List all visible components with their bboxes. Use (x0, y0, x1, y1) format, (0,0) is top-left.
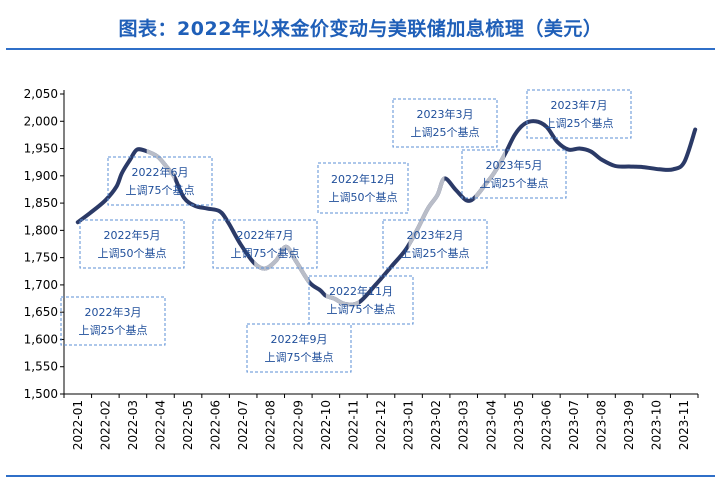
x-tick-label: 2023-05 (512, 400, 526, 450)
annotation-action: 上调25个基点 (401, 247, 470, 260)
annotation-box (461, 149, 567, 199)
y-tick-label: 1,500 (24, 387, 58, 401)
x-tick-label: 2023-09 (622, 400, 636, 450)
annotation-box (212, 219, 318, 269)
x-tick-label: 2022-08 (264, 400, 278, 450)
y-tick-label: 1,850 (24, 196, 58, 210)
annotation-box (107, 156, 213, 206)
annotation-date: 2023年2月 (407, 228, 464, 242)
x-tick-label: 2022-07 (236, 400, 250, 450)
x-tick-label: 2023-01 (402, 400, 416, 450)
annotation-date: 2022年3月 (85, 305, 142, 319)
y-tick-label: 1,700 (24, 278, 58, 292)
x-tick-label: 2022-11 (346, 400, 360, 450)
annotation-action: 上调75个基点 (327, 303, 396, 316)
annotation-box (526, 89, 632, 139)
y-tick-label: 1,800 (24, 223, 58, 237)
x-tick-label: 2023-06 (539, 400, 553, 450)
annotation-date: 2023年7月 (551, 98, 608, 112)
y-tick-label: 1,650 (24, 305, 58, 319)
title-divider (6, 48, 715, 50)
page-title: 图表：2022年以来金价变动与美联储加息梳理（美元） (118, 18, 603, 40)
annotation-date: 2022年5月 (104, 228, 161, 242)
annotation-date: 2023年3月 (417, 107, 474, 121)
annotation-box (382, 219, 488, 269)
y-tick-label: 1,550 (24, 360, 58, 374)
x-tick-label: 2023-11 (677, 400, 691, 450)
y-tick-label: 1,900 (24, 169, 58, 183)
annotation-box (246, 323, 352, 373)
price-line-layer (75, 119, 698, 307)
annotation-date: 2022年7月 (237, 228, 294, 242)
x-tick-label: 2022-09 (291, 400, 305, 450)
annotation-action: 上调75个基点 (265, 351, 334, 364)
annotation-box (308, 275, 414, 325)
x-tick-label: 2022-06 (209, 400, 223, 450)
x-tick-label: 2022-10 (319, 400, 333, 450)
annotation-box (317, 162, 409, 214)
annotation-date: 2022年12月 (331, 172, 395, 186)
y-tick-label: 1,600 (24, 332, 58, 346)
x-tick-label: 2023-02 (429, 400, 443, 450)
annotation-action: 上调25个基点 (411, 126, 480, 139)
annotation-action: 上调75个基点 (231, 247, 300, 260)
x-tick-label: 2022-05 (181, 400, 195, 450)
annotation-action: 上调50个基点 (98, 247, 167, 260)
chart-axes: 1,500 1,550 1,600 1,650 1,700 1,750 1,800 1,850… (24, 87, 699, 450)
x-tick-label: 2023-07 (567, 400, 581, 450)
rate-hike-segment (146, 149, 175, 182)
y-tick-label: 1,950 (24, 142, 58, 156)
x-tick-label: 2022-03 (126, 400, 140, 450)
x-tick-label: 2022-02 (98, 400, 112, 450)
x-tick-label: 2023-10 (650, 400, 664, 450)
annotation-date: 2023年5月 (486, 158, 543, 172)
annotation-action: 上调75个基点 (126, 184, 195, 197)
y-tick-label: 1,750 (24, 251, 58, 265)
annotation-box (392, 98, 498, 148)
footer-divider (6, 475, 715, 477)
annotation-date: 2022年6月 (132, 165, 189, 179)
annotation-box (79, 219, 185, 269)
y-tick-label: 2,000 (24, 114, 58, 128)
annotation-layer: 2022年3月上调25个基点2022年5月上调50个基点2022年6月上调75个… (60, 89, 632, 373)
annotation-action: 上调50个基点 (329, 191, 398, 204)
annotation-box (60, 296, 166, 346)
y-tick-label: 2,050 (24, 87, 58, 101)
annotation-date: 2022年9月 (271, 332, 328, 346)
annotation-action: 上调25个基点 (545, 117, 614, 130)
annotation-action: 上调25个基点 (480, 177, 549, 190)
x-tick-label: 2023-04 (484, 400, 498, 450)
x-tick-label: 2022-01 (71, 400, 85, 450)
annotation-action: 上调25个基点 (79, 324, 148, 337)
x-tick-label: 2022-12 (374, 400, 388, 450)
annotation-date: 2022年11月 (329, 284, 393, 298)
x-tick-label: 2022-04 (153, 400, 167, 450)
x-tick-label: 2023-03 (457, 400, 471, 450)
x-tick-label: 2023-08 (595, 400, 609, 450)
